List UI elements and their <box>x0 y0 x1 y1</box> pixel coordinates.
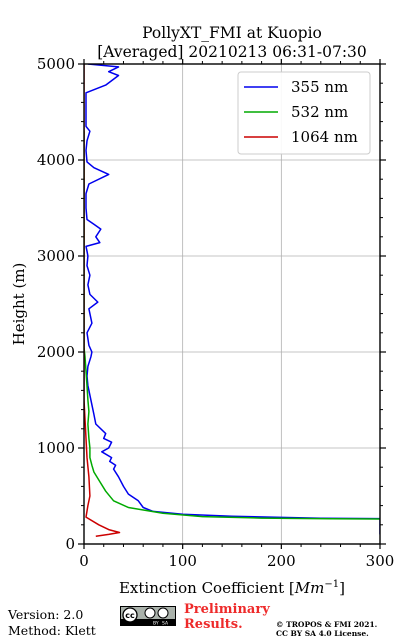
legend-box <box>237 71 371 155</box>
y-tick-label: 4000 <box>37 151 75 169</box>
version-text: Version: 2.0 <box>8 607 84 622</box>
svg-text:SA: SA <box>162 621 169 626</box>
y-tick-label: 2000 <box>37 343 75 361</box>
preliminary-line1: Preliminary <box>184 602 270 617</box>
x-tick-label: 100 <box>168 552 197 570</box>
copyright-line1: © TROPOS & FMI 2021. <box>276 620 378 629</box>
x-tick-label: 200 <box>267 552 296 570</box>
legend: 355 nm 532 nm 1064 nm <box>237 71 371 155</box>
svg-text:BY: BY <box>153 621 159 626</box>
copyright-line2: CC BY SA 4.0 License. <box>276 629 369 638</box>
legend-label: 355 nm <box>291 78 348 96</box>
x-tick-label: 300 <box>366 552 395 570</box>
series-line-355-nm <box>85 64 380 535</box>
version-info: Version: 2.0 Method: Klett <box>8 607 96 639</box>
extinction-chart: PollyXT_FMI at Kuopio [Averaged] 2021021… <box>10 24 395 597</box>
y-tick-label: 5000 <box>37 55 75 73</box>
y-tick-label: 1000 <box>37 439 75 457</box>
y-tick-label: 0 <box>65 535 75 553</box>
copyright-note: © TROPOS & FMI 2021. CC BY SA 4.0 Licens… <box>276 620 377 638</box>
cc-by-sa-license-icon: cc BY SA <box>120 606 176 626</box>
x-tick-label: 0 <box>79 552 89 570</box>
preliminary-line2: Results. <box>184 617 243 632</box>
series-layer <box>84 64 380 538</box>
series-line-1064-nm <box>84 64 121 538</box>
plot-frame <box>83 63 381 545</box>
y-tick-label: 3000 <box>37 247 75 265</box>
x-axis-label: Extinction Coefficient [Mm−1] <box>119 579 345 597</box>
chart-title: PollyXT_FMI at Kuopio <box>142 24 322 42</box>
y-axis-label: Height (m) <box>10 263 28 346</box>
legend-label: 532 nm <box>291 103 348 121</box>
chart-subtitle: [Averaged] 20210213 06:31-07:30 <box>97 43 367 61</box>
series-line-532-nm <box>84 131 380 520</box>
legend-label: 1064 nm <box>291 128 358 146</box>
svg-text:cc: cc <box>125 611 135 620</box>
method-text: Method: Klett <box>8 623 96 638</box>
preliminary-results-note: Preliminary Results. <box>184 602 270 632</box>
